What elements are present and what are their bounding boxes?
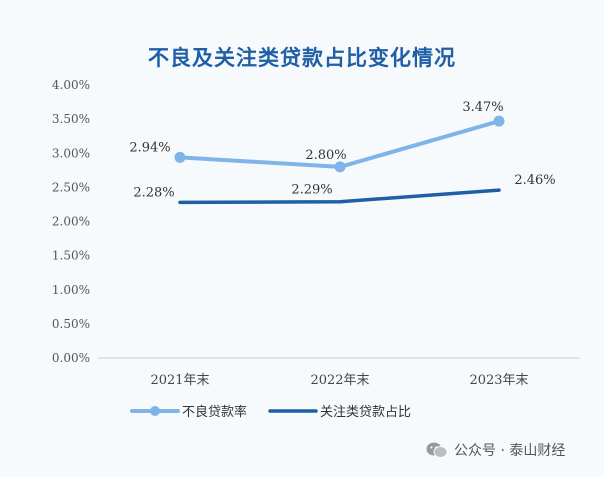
chart-title: 不良及关注类贷款占比变化情况 xyxy=(148,46,456,70)
legend-marker xyxy=(150,406,160,416)
x-tick-label: 2022年末 xyxy=(310,373,369,388)
y-tick-label: 4.00% xyxy=(52,78,90,92)
wechat-icon xyxy=(426,441,448,459)
y-tick-label: 0.50% xyxy=(52,317,90,331)
legend-label: 关注类贷款占比 xyxy=(320,405,411,420)
legend: 不良贷款率 关注类贷款占比 xyxy=(130,404,411,420)
y-tick-label: 3.00% xyxy=(52,146,90,160)
watermark-text: 公众号 · 泰山财经 xyxy=(454,443,566,459)
x-tick-label: 2023年末 xyxy=(469,373,528,388)
x-axis: 2021年末 2022年末 2023年末 xyxy=(98,357,580,388)
y-tick-label: 0.00% xyxy=(52,351,90,365)
data-label: 2.29% xyxy=(291,183,332,198)
y-tick-label: 2.50% xyxy=(52,180,90,194)
x-tick-label: 2021年末 xyxy=(150,373,209,388)
y-tick-label: 1.50% xyxy=(52,249,90,263)
series-line-1 xyxy=(178,188,501,205)
y-tick-label: 1.00% xyxy=(52,283,90,297)
y-tick-label: 2.00% xyxy=(52,215,90,229)
watermark: 公众号 · 泰山财经 xyxy=(426,440,565,460)
data-label: 3.47% xyxy=(462,100,503,115)
data-label: 2.80% xyxy=(305,148,346,163)
series-layer: 2.94% 2.80% 3.47% 2.28% 2.29% 2.46% xyxy=(129,100,556,205)
data-point xyxy=(334,161,346,173)
data-point xyxy=(493,115,505,127)
data-label: 2.94% xyxy=(129,140,170,155)
y-tick-label: 3.50% xyxy=(52,112,90,126)
data-label: 2.46% xyxy=(514,173,555,188)
data-point xyxy=(174,151,186,163)
data-label: 2.28% xyxy=(133,185,174,200)
y-axis: 0.00% 0.50% 1.00% 1.50% 2.00% 2.50% 3.00% 3.50%… xyxy=(52,78,90,365)
legend-label: 不良贷款率 xyxy=(182,404,247,420)
